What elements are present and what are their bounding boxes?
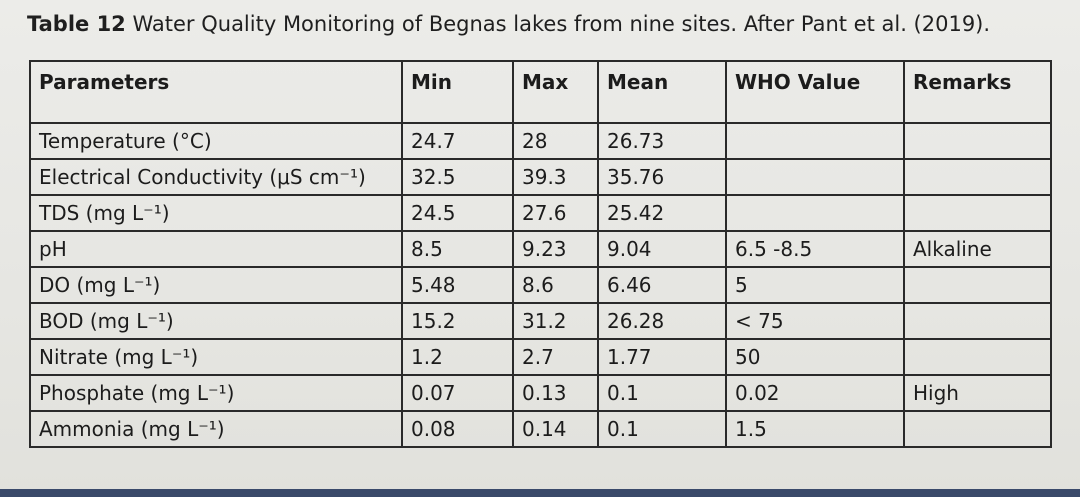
cell-mean: 1.77: [597, 338, 727, 376]
table-row: Temperature (°C) 24.7 28 26.73: [29, 122, 1052, 160]
cell-remarks: [903, 266, 1052, 304]
table-row: Electrical Conductivity (μS cm⁻¹) 32.5 3…: [29, 158, 1052, 196]
cell-parameter: pH: [29, 230, 403, 268]
cell-who-value: 5: [725, 266, 905, 304]
cell-max: 0.13: [512, 374, 599, 412]
cell-parameter: Nitrate (mg L⁻¹): [29, 338, 403, 376]
cell-mean: 0.1: [597, 410, 727, 448]
cell-parameter: Phosphate (mg L⁻¹): [29, 374, 403, 412]
table-row: Nitrate (mg L⁻¹) 1.2 2.7 1.77 50: [29, 338, 1052, 376]
cell-parameter: Temperature (°C): [29, 122, 403, 160]
cell-min: 24.5: [401, 194, 514, 232]
header-remarks: Remarks: [903, 60, 1052, 124]
table-caption: Table 12 Water Quality Monitoring of Beg…: [27, 12, 990, 36]
cell-max: 8.6: [512, 266, 599, 304]
cell-who-value: [725, 158, 905, 196]
cell-who-value: 0.02: [725, 374, 905, 412]
cell-who-value: [725, 122, 905, 160]
cell-remarks: High: [903, 374, 1052, 412]
cell-max: 31.2: [512, 302, 599, 340]
cell-who-value: < 75: [725, 302, 905, 340]
cell-who-value: 50: [725, 338, 905, 376]
header-min: Min: [401, 60, 514, 124]
cell-min: 32.5: [401, 158, 514, 196]
cell-max: 2.7: [512, 338, 599, 376]
cell-max: 39.3: [512, 158, 599, 196]
cell-min: 24.7: [401, 122, 514, 160]
cell-mean: 26.73: [597, 122, 727, 160]
table-row: pH 8.5 9.23 9.04 6.5 -8.5 Alkaline: [29, 230, 1052, 268]
cell-mean: 35.76: [597, 158, 727, 196]
table-caption-label: Table 12: [27, 12, 126, 36]
table-row: DO (mg L⁻¹) 5.48 8.6 6.46 5: [29, 266, 1052, 304]
table-row: BOD (mg L⁻¹) 15.2 31.2 26.28 < 75: [29, 302, 1052, 340]
table-row: Phosphate (mg L⁻¹) 0.07 0.13 0.1 0.02 Hi…: [29, 374, 1052, 412]
cell-who-value: 1.5: [725, 410, 905, 448]
cell-parameter: Ammonia (mg L⁻¹): [29, 410, 403, 448]
cell-max: 9.23: [512, 230, 599, 268]
cell-who-value: [725, 194, 905, 232]
header-mean: Mean: [597, 60, 727, 124]
cell-parameter: BOD (mg L⁻¹): [29, 302, 403, 340]
cell-remarks: [903, 122, 1052, 160]
cell-who-value: 6.5 -8.5: [725, 230, 905, 268]
cell-min: 0.08: [401, 410, 514, 448]
header-max: Max: [512, 60, 599, 124]
cell-min: 15.2: [401, 302, 514, 340]
cell-remarks: [903, 302, 1052, 340]
table-header-row: Parameters Min Max Mean WHO Value Remark…: [29, 60, 1052, 124]
table-row: TDS (mg L⁻¹) 24.5 27.6 25.42: [29, 194, 1052, 232]
cell-parameter: DO (mg L⁻¹): [29, 266, 403, 304]
cell-mean: 26.28: [597, 302, 727, 340]
header-who-value: WHO Value: [725, 60, 905, 124]
cell-min: 1.2: [401, 338, 514, 376]
cell-min: 0.07: [401, 374, 514, 412]
cell-remarks: [903, 410, 1052, 448]
cell-mean: 9.04: [597, 230, 727, 268]
cell-max: 27.6: [512, 194, 599, 232]
header-parameters: Parameters: [29, 60, 403, 124]
cell-remarks: [903, 158, 1052, 196]
cell-mean: 0.1: [597, 374, 727, 412]
cell-remarks: [903, 338, 1052, 376]
cell-max: 28: [512, 122, 599, 160]
water-quality-table: Parameters Min Max Mean WHO Value Remark…: [29, 60, 1052, 448]
cell-remarks: Alkaline: [903, 230, 1052, 268]
cell-max: 0.14: [512, 410, 599, 448]
cell-min: 5.48: [401, 266, 514, 304]
table-row: Ammonia (mg L⁻¹) 0.08 0.14 0.1 1.5: [29, 410, 1052, 448]
cell-mean: 25.42: [597, 194, 727, 232]
cell-remarks: [903, 194, 1052, 232]
cell-min: 8.5: [401, 230, 514, 268]
cell-mean: 6.46: [597, 266, 727, 304]
cell-parameter: TDS (mg L⁻¹): [29, 194, 403, 232]
table-caption-text: Water Quality Monitoring of Begnas lakes…: [125, 12, 991, 36]
page-bottom-edge: [0, 489, 1080, 497]
cell-parameter: Electrical Conductivity (μS cm⁻¹): [29, 158, 403, 196]
